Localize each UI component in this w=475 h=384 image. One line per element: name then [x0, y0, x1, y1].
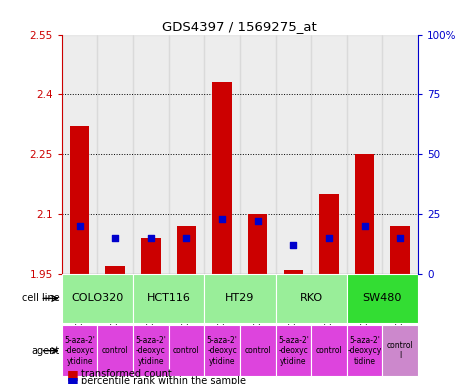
Text: 5-aza-2'
-deoxyc
ytidine: 5-aza-2' -deoxyc ytidine	[64, 336, 95, 366]
Text: COLO320: COLO320	[71, 293, 124, 303]
Text: 5-aza-2'
-deoxyc
ytidine: 5-aza-2' -deoxyc ytidine	[207, 336, 238, 366]
Text: HCT116: HCT116	[147, 293, 190, 303]
Bar	[382, 325, 418, 376]
Text: control: control	[173, 346, 200, 355]
Bar	[62, 35, 97, 274]
Bar	[276, 274, 347, 323]
Bar	[204, 274, 276, 323]
Text: ■: ■	[66, 375, 78, 384]
Bar	[382, 35, 418, 274]
Bar	[248, 214, 267, 274]
Point	[147, 235, 155, 241]
Bar	[177, 226, 196, 274]
Bar	[204, 35, 240, 274]
Point	[396, 235, 404, 241]
Title: GDS4397 / 1569275_at: GDS4397 / 1569275_at	[162, 20, 317, 33]
Bar	[133, 274, 204, 323]
Bar	[133, 35, 169, 274]
Bar	[62, 325, 97, 376]
Bar	[204, 325, 240, 376]
Text: control: control	[244, 346, 271, 355]
Text: 5-aza-2'
-deoxyc
ytidine: 5-aza-2' -deoxyc ytidine	[135, 336, 166, 366]
Bar	[105, 266, 125, 274]
Bar	[347, 274, 418, 323]
Bar	[311, 325, 347, 376]
Text: agent: agent	[32, 346, 60, 356]
Text: percentile rank within the sample: percentile rank within the sample	[81, 376, 246, 384]
Text: RKO: RKO	[300, 293, 323, 303]
Bar	[212, 83, 232, 274]
Bar	[319, 194, 339, 274]
Text: 5-aza-2'
-deoxycy
tidine: 5-aza-2' -deoxycy tidine	[347, 336, 382, 366]
Text: cell line: cell line	[22, 293, 60, 303]
Bar	[276, 35, 311, 274]
Point	[182, 235, 190, 241]
Bar	[97, 325, 133, 376]
Text: control: control	[315, 346, 342, 355]
Bar	[240, 325, 276, 376]
Bar	[347, 35, 382, 274]
Bar	[133, 325, 169, 376]
Text: transformed count: transformed count	[81, 369, 171, 379]
Bar	[276, 325, 311, 376]
Text: control
l: control l	[387, 341, 414, 361]
Text: 5-aza-2'
-deoxyc
ytidine: 5-aza-2' -deoxyc ytidine	[278, 336, 309, 366]
Bar	[169, 325, 204, 376]
Bar	[70, 126, 89, 274]
Bar	[347, 325, 382, 376]
Point	[361, 223, 369, 229]
Point	[325, 235, 332, 241]
Bar	[169, 35, 204, 274]
Text: HT29: HT29	[225, 293, 255, 303]
Text: ■: ■	[66, 368, 78, 381]
Bar	[390, 226, 410, 274]
Point	[111, 235, 119, 241]
Bar	[62, 274, 133, 323]
Bar	[240, 35, 276, 274]
Bar	[141, 238, 161, 274]
Point	[218, 216, 226, 222]
Point	[289, 242, 297, 248]
Text: SW480: SW480	[363, 293, 402, 303]
Bar	[311, 35, 347, 274]
Point	[76, 223, 84, 229]
Bar	[97, 35, 133, 274]
Bar	[284, 270, 303, 274]
Text: control: control	[102, 346, 129, 355]
Bar	[355, 154, 374, 274]
Point	[254, 218, 261, 224]
